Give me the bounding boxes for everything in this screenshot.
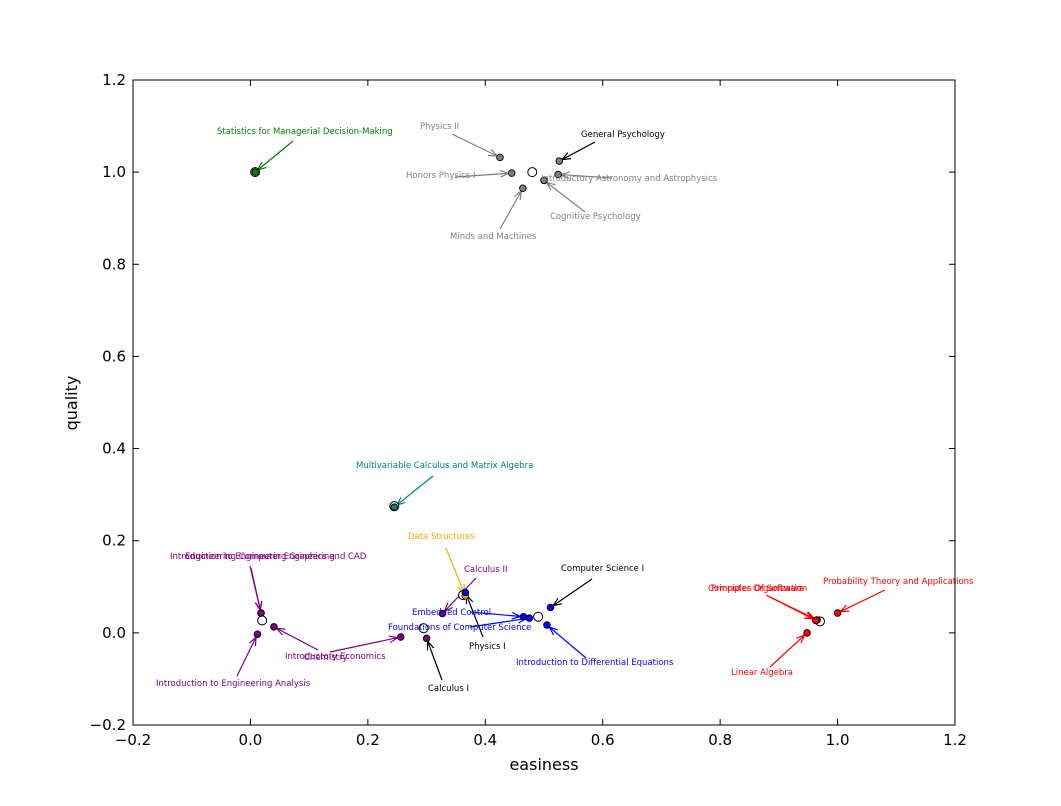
label-calculus-i: Calculus I bbox=[428, 684, 469, 694]
arrow-cognitive-psychology bbox=[547, 183, 586, 213]
label-calculus-ii: Calculus II bbox=[464, 565, 507, 575]
arrow-computer-organization bbox=[765, 594, 812, 619]
y-axis-label: quality bbox=[62, 376, 81, 431]
label-honors-physics-i: Honors Physics I bbox=[406, 171, 475, 181]
label-physics-ii: Physics II bbox=[420, 122, 459, 132]
x-tick-label: 0.0 bbox=[238, 731, 262, 749]
point-minds-and-machines bbox=[519, 184, 527, 193]
point-physics-i bbox=[461, 588, 470, 597]
arrow-data-structures bbox=[445, 547, 464, 592]
label-minds-and-machines: Minds and Machines bbox=[450, 232, 537, 242]
point-honors-physics-i bbox=[507, 169, 516, 177]
centroid-marker bbox=[527, 167, 538, 178]
arrow-introductory-economics bbox=[277, 629, 319, 651]
label-introductory-astronomy-and-astrophysics: Introductory Astronomy and Astrophysics bbox=[541, 174, 718, 184]
label-introduction-to-engineering-analysis: Introduction to Engineering Analysis bbox=[156, 679, 311, 689]
x-tick-label: 0.6 bbox=[591, 731, 615, 749]
label-foundations-of-computer-science: Foundations of Computer Science bbox=[388, 623, 531, 633]
plot-frame bbox=[132, 79, 956, 726]
annotation-labels: Physics II General Psychology Honors Physi… bbox=[156, 122, 974, 694]
centroid-marker bbox=[418, 623, 429, 634]
label-computer-organization: Computer Organization bbox=[708, 584, 807, 594]
arrow-honors-physics-i bbox=[454, 173, 508, 177]
point-probability-theory-and-applications bbox=[833, 609, 842, 617]
point-computer-science-i bbox=[546, 603, 555, 612]
x-tick-label: 1.2 bbox=[943, 731, 967, 749]
arrow-introductory-astronomy-and-astrophysics bbox=[562, 175, 613, 178]
y-tick-label: 0.2 bbox=[102, 532, 126, 550]
arrow-general-psychology bbox=[563, 141, 596, 159]
point-computer-organization bbox=[812, 616, 820, 625]
point-introduction-to-engineering-analysis bbox=[253, 630, 262, 638]
arrow-probability-theory-and-applications bbox=[841, 589, 886, 611]
label-embedded-control: Embedded Control bbox=[412, 608, 491, 618]
arrow-multivariable-calculus-and-matrix-algebra bbox=[397, 475, 434, 505]
data-points bbox=[251, 153, 842, 643]
arrow-introduction-to-engineering-analysis bbox=[236, 638, 256, 677]
point-chemistry bbox=[396, 633, 405, 641]
label-multivariable-calculus-and-matrix-algebra: Multivariable Calculus and Matrix Algebr… bbox=[356, 461, 533, 471]
y-tick-label: 0.4 bbox=[102, 440, 126, 458]
axis-ticks: −0.2 0.0 0.2 0.4 0.6 0.8 1.0 1.2 −0.2 0.0 0.2 0.4 0.… bbox=[90, 71, 967, 749]
y-tick-label: 1.2 bbox=[102, 71, 126, 89]
point-statistics-for-managerial-decision-making bbox=[251, 168, 259, 176]
point-foundations-of-computer-science bbox=[525, 614, 534, 622]
y-tick-label: 1.0 bbox=[102, 163, 126, 181]
point-introductory-economics bbox=[270, 623, 278, 631]
label-cognitive-psychology: Cognitive Psychology bbox=[550, 212, 641, 222]
label-introduction-to-differential-equations: Introduction to Differential Equations bbox=[516, 658, 674, 668]
point-general-psychology bbox=[555, 157, 564, 165]
x-axis-label: easiness bbox=[509, 755, 578, 774]
y-tick-label: 0.6 bbox=[102, 347, 126, 365]
y-tick-label: −0.2 bbox=[90, 716, 126, 734]
arrow-engineering-computer-engineering bbox=[250, 567, 260, 609]
arrow-chemistry bbox=[329, 638, 397, 653]
label-probability-theory-and-applications: Probability Theory and Applications bbox=[823, 577, 974, 587]
y-tick-label: 0.8 bbox=[102, 255, 126, 273]
label-principles-of-software: Principles Of Software bbox=[711, 584, 804, 594]
label-engineering-computer-engineering: Engineering Computer Engineering bbox=[185, 552, 335, 562]
centroid-marker bbox=[257, 615, 268, 626]
x-tick-label: −0.2 bbox=[115, 731, 151, 749]
point-engineering-computer-engineering bbox=[257, 609, 265, 617]
label-introduction-to-engineering-graphics-and-cad: Introduction to Engineering Graphics and… bbox=[170, 552, 367, 562]
label-introductory-economics: Introductory Economics bbox=[285, 652, 386, 662]
arrow-computer-science-i bbox=[554, 578, 593, 605]
arrow-linear-algebra bbox=[769, 636, 804, 668]
point-multivariable-calculus-and-matrix-algebra bbox=[390, 503, 399, 511]
point-calculus-i bbox=[422, 634, 431, 643]
x-tick-label: 0.8 bbox=[708, 731, 732, 749]
cluster-centroids bbox=[250, 167, 825, 634]
x-tick-label: 0.2 bbox=[356, 731, 380, 749]
point-introduction-to-differential-equations bbox=[543, 621, 551, 629]
arrow-introduction-to-differential-equations bbox=[550, 628, 587, 659]
label-data-structures: Data Structures bbox=[408, 532, 476, 542]
label-physics-i: Physics I bbox=[469, 642, 506, 652]
label-general-psychology: General Psychology bbox=[581, 130, 665, 140]
point-cognitive-psychology bbox=[540, 176, 548, 185]
label-statistics-for-managerial-decision-making: Statistics for Managerial Decision-Makin… bbox=[217, 127, 393, 137]
point-physics-ii bbox=[496, 153, 504, 162]
arrow-calculus-i bbox=[428, 642, 443, 681]
arrow-minds-and-machines bbox=[499, 192, 521, 230]
arrow-physics-i bbox=[467, 596, 484, 638]
x-tick-label: 0.4 bbox=[473, 731, 497, 749]
centroid-marker bbox=[533, 611, 544, 622]
arrow-statistics-for-managerial-decision-making bbox=[258, 140, 294, 170]
point-introductory-astronomy-and-astrophysics bbox=[554, 170, 562, 179]
label-chemistry: Chemistry bbox=[304, 653, 347, 663]
y-tick-label: 0.0 bbox=[102, 624, 126, 642]
point-linear-algebra bbox=[803, 629, 811, 637]
label-linear-algebra: Linear Algebra bbox=[731, 668, 793, 678]
point-calculus-ii bbox=[438, 609, 447, 618]
arrow-physics-ii bbox=[451, 133, 496, 156]
label-computer-science-i: Computer Science I bbox=[561, 564, 644, 574]
x-tick-label: 1.0 bbox=[826, 731, 850, 749]
annotation-arrows bbox=[236, 133, 886, 681]
arrow-foundations-of-computer-science bbox=[469, 619, 525, 628]
arrow-embedded-control bbox=[469, 611, 519, 616]
